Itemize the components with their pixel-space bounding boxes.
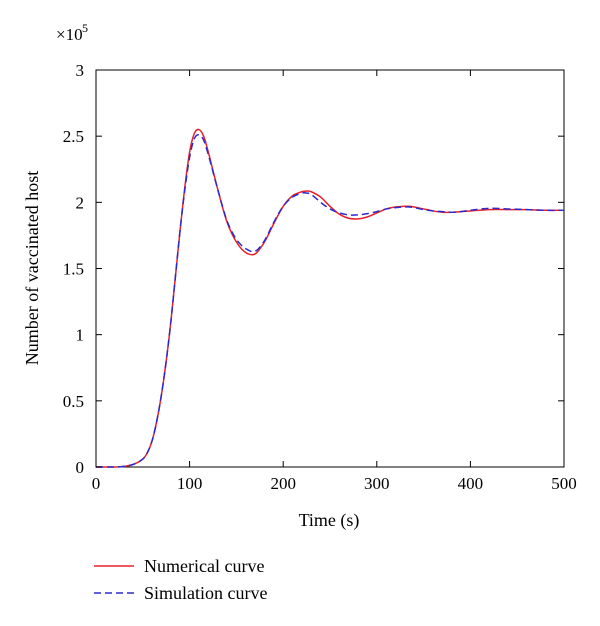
simulation-curve-line (95, 134, 565, 468)
y-tick-label: 1.5 (63, 260, 84, 279)
y-tick-label: 3 (76, 61, 85, 80)
x-axis-title: Time (s) (299, 510, 360, 531)
y-axis-title: Number of vaccinated host (22, 171, 42, 365)
y-multiplier-exponent: 5 (82, 21, 88, 35)
y-tick-label: 1 (76, 326, 85, 345)
legend-label-simulation: Simulation curve (144, 583, 267, 603)
x-axis: 0 100 200 300 400 500 (92, 70, 577, 493)
legend: Numerical curve Simulation curve (94, 556, 267, 603)
legend-label-numerical: Numerical curve (144, 556, 264, 576)
y-tick-label: 0.5 (63, 392, 84, 411)
y-tick-label: 2.5 (63, 127, 84, 146)
x-tick-label: 500 (551, 474, 577, 493)
numerical-curve-line (95, 128, 565, 468)
plot-area (95, 69, 565, 468)
series-layer (95, 128, 565, 468)
y-axis: 0 0.5 1 1.5 2 2.5 3 (63, 61, 564, 477)
plot-frame (95, 69, 565, 468)
x-tick-label: 300 (364, 474, 390, 493)
x-tick-label: 0 (92, 474, 101, 493)
x-tick-label: 400 (458, 474, 484, 493)
y-tick-label: 2 (76, 193, 85, 212)
y-multiplier-base: ×10 (56, 25, 83, 44)
y-axis-multiplier: ×10 5 (56, 21, 88, 44)
y-tick-label: 0 (76, 458, 85, 477)
x-tick-label: 200 (270, 474, 296, 493)
x-tick-label: 100 (177, 474, 203, 493)
